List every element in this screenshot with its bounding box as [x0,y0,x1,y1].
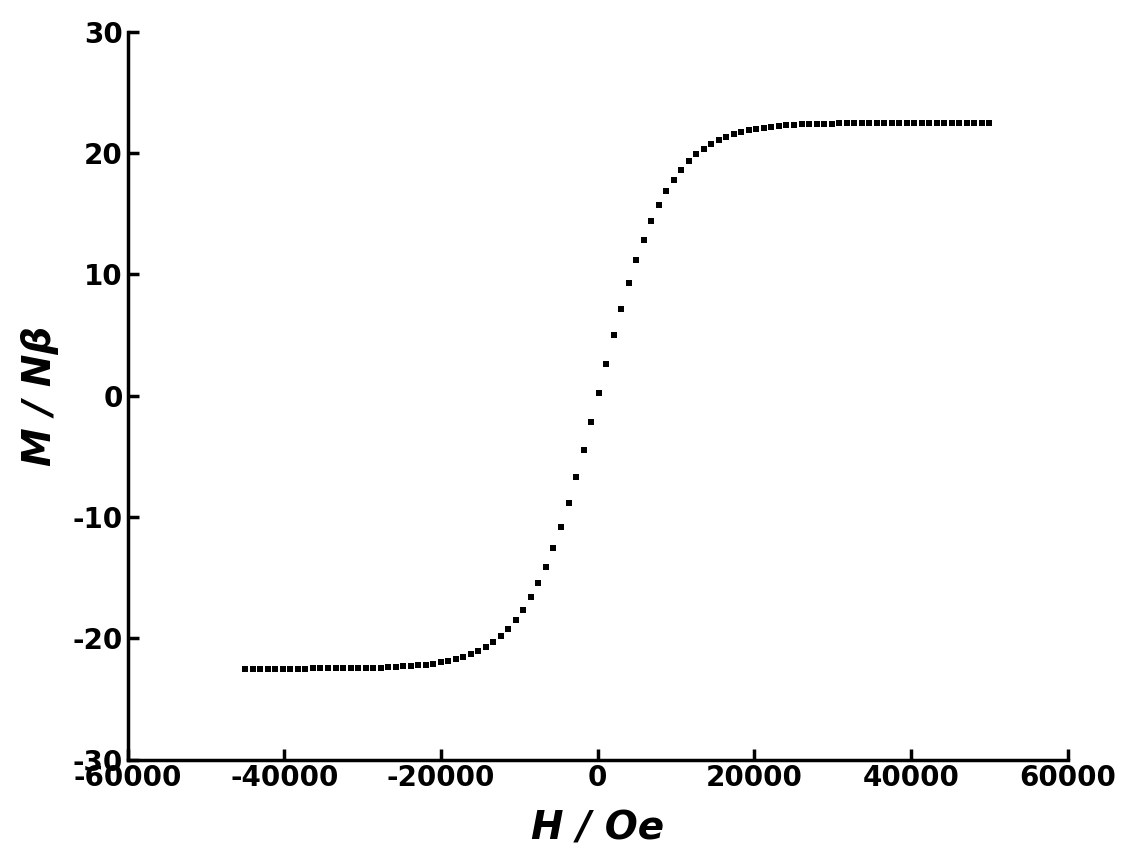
Y-axis label: M / Nβ: M / Nβ [20,326,59,466]
X-axis label: H / Oe: H / Oe [531,809,664,847]
